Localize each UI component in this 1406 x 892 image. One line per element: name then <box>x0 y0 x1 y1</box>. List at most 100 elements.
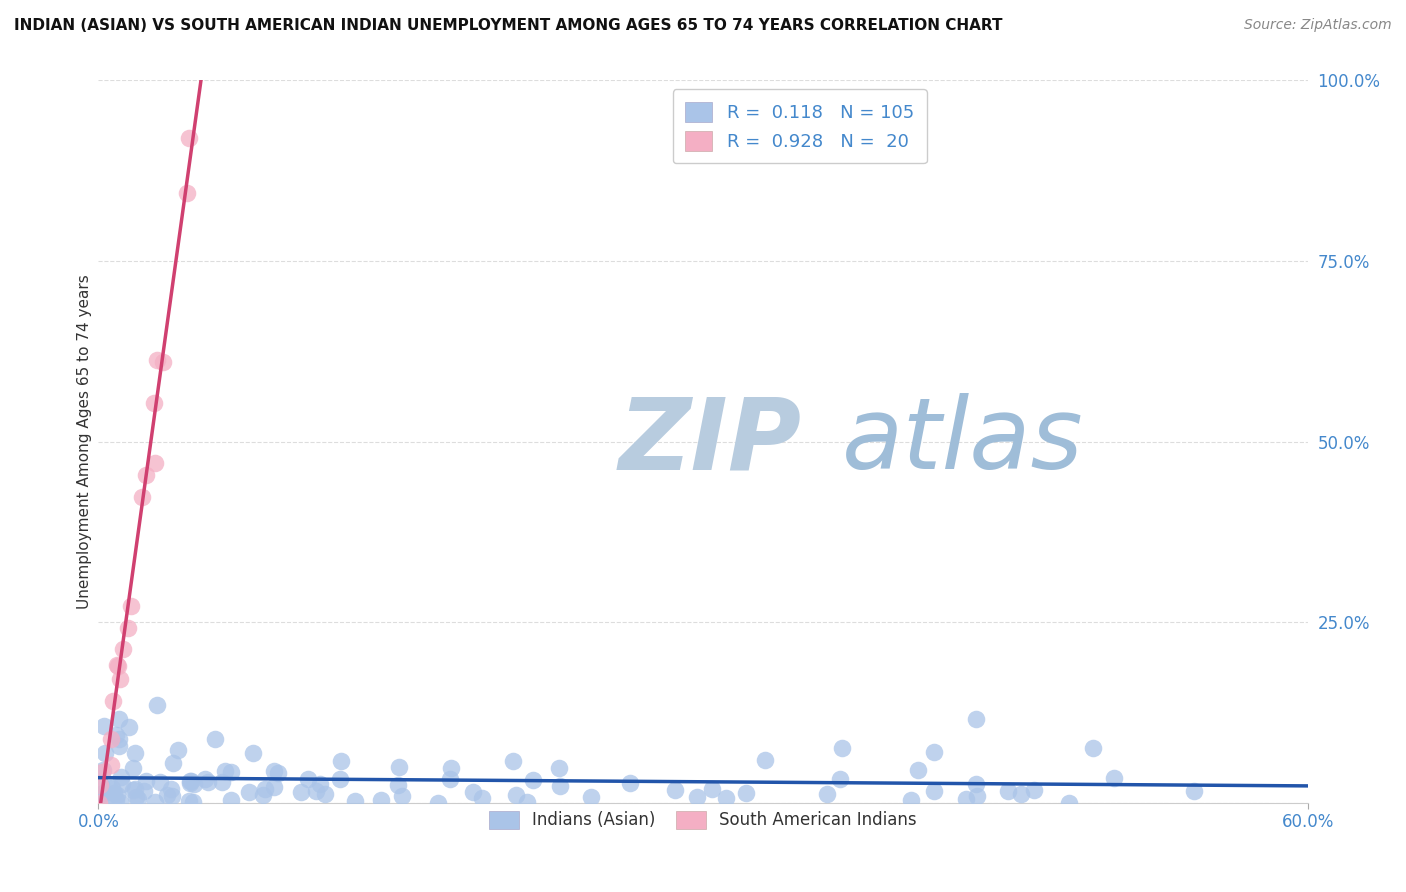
Point <box>120 599 142 614</box>
Point <box>619 776 641 790</box>
Point <box>502 754 524 768</box>
Point <box>160 781 183 796</box>
Point <box>91 764 114 778</box>
Point <box>135 468 157 483</box>
Point <box>439 772 461 787</box>
Point <box>97 780 120 795</box>
Point <box>516 795 538 809</box>
Point <box>815 787 838 801</box>
Point <box>183 776 205 790</box>
Point <box>370 793 392 807</box>
Point <box>924 783 946 797</box>
Point <box>664 783 686 797</box>
Text: atlas: atlas <box>842 393 1084 490</box>
Point <box>111 642 134 657</box>
Point <box>253 782 276 797</box>
Point <box>214 764 236 779</box>
Point <box>830 772 852 786</box>
Point <box>100 757 122 772</box>
Point <box>263 780 285 795</box>
Point <box>686 789 709 804</box>
Point <box>900 793 922 807</box>
Point <box>177 794 200 808</box>
Point <box>103 694 125 708</box>
Point <box>907 764 929 778</box>
Point <box>391 789 413 804</box>
Point <box>167 743 190 757</box>
Point <box>965 712 987 726</box>
Point <box>105 657 128 672</box>
Point <box>754 753 776 767</box>
Point <box>108 732 131 747</box>
Point <box>89 778 111 792</box>
Point <box>219 765 242 780</box>
Point <box>162 789 184 803</box>
Point <box>149 775 172 789</box>
Point <box>100 781 122 796</box>
Point <box>1057 796 1080 810</box>
Point <box>387 778 409 792</box>
Point <box>91 787 114 801</box>
Point <box>180 774 202 789</box>
Point <box>179 776 201 790</box>
Point <box>179 774 201 789</box>
Point <box>104 728 127 742</box>
Point <box>1024 782 1046 797</box>
Point <box>1010 787 1032 801</box>
Point <box>1102 771 1125 785</box>
Point <box>89 796 111 810</box>
Point <box>204 732 226 747</box>
Text: ZIP: ZIP <box>619 393 801 490</box>
Point <box>127 792 149 806</box>
Point <box>547 761 569 775</box>
Point <box>143 396 166 410</box>
Point <box>93 719 115 733</box>
Point <box>550 780 572 794</box>
Legend: Indians (Asian), South American Indians: Indians (Asian), South American Indians <box>481 803 925 838</box>
Point <box>104 793 127 807</box>
Point <box>922 746 945 760</box>
Point <box>471 791 494 805</box>
Point <box>831 740 853 755</box>
Point <box>305 784 328 798</box>
Point <box>110 770 132 784</box>
Point <box>700 782 723 797</box>
Point <box>107 712 129 726</box>
Point <box>103 786 125 800</box>
Point <box>579 789 602 804</box>
Point <box>329 772 352 786</box>
Point <box>440 761 463 775</box>
Point <box>197 774 219 789</box>
Point <box>97 789 120 803</box>
Point <box>388 760 411 774</box>
Point <box>181 795 204 809</box>
Point <box>146 698 169 713</box>
Text: Source: ZipAtlas.com: Source: ZipAtlas.com <box>1244 18 1392 32</box>
Point <box>125 790 148 805</box>
Point <box>124 782 146 797</box>
Point <box>134 784 156 798</box>
Point <box>242 747 264 761</box>
Point <box>308 777 330 791</box>
Point <box>211 774 233 789</box>
Point <box>966 789 988 803</box>
Point <box>714 790 737 805</box>
Point <box>263 764 285 778</box>
Point <box>108 672 131 686</box>
Point <box>194 772 217 786</box>
Point <box>219 793 242 807</box>
Point <box>297 772 319 786</box>
Point <box>111 777 134 791</box>
Point <box>505 788 527 802</box>
Point <box>91 786 114 800</box>
Point <box>330 754 353 768</box>
Point <box>314 787 336 801</box>
Point <box>522 773 544 788</box>
Point <box>1182 783 1205 797</box>
Point <box>997 784 1019 798</box>
Point <box>735 786 758 800</box>
Point <box>344 794 367 808</box>
Point <box>461 785 484 799</box>
Point <box>176 186 198 201</box>
Point <box>146 352 169 367</box>
